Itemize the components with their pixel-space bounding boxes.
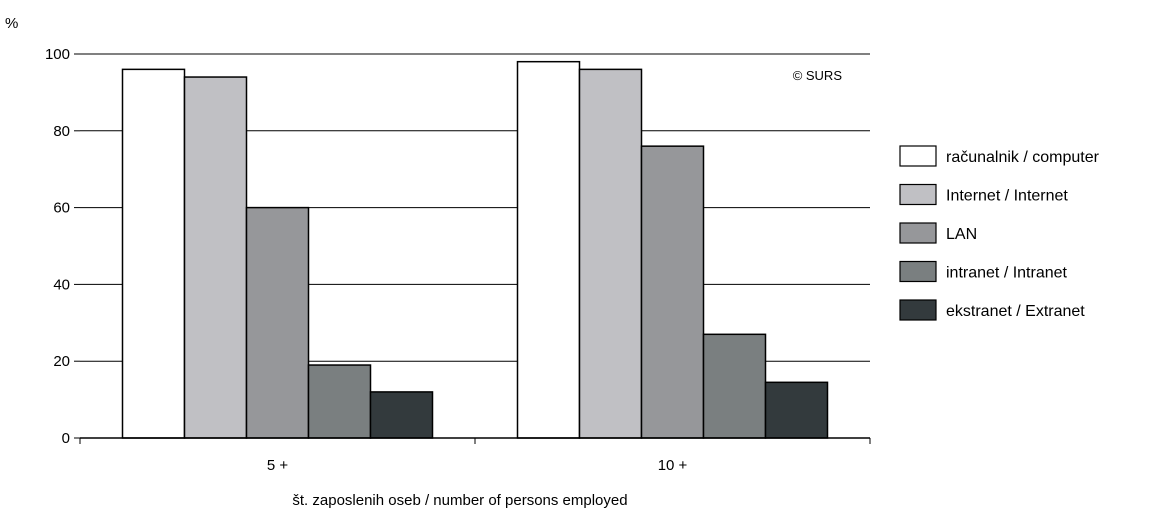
legend-item: intranet / Intranet [899, 260, 1068, 283]
y-axis-label: % [5, 15, 18, 32]
legend-label: Internet / Internet [946, 188, 1068, 205]
y-tick-label: 80 [53, 123, 70, 140]
y-tick-label: 20 [53, 353, 70, 370]
bar-1-0 [183, 76, 248, 439]
legend-swatch [899, 183, 937, 206]
bar-2-0 [245, 206, 310, 439]
x-axis-label: št. zaposlenih oseb / number of persons … [292, 492, 627, 509]
legend-label: ekstranet / Extranet [946, 303, 1085, 320]
x-tick-label: 10 + [658, 457, 688, 474]
y-tick-label: 0 [62, 430, 70, 447]
bar-0-0 [121, 68, 186, 439]
y-tick-labels: 0 20 40 60 80 100 [45, 46, 80, 447]
legend-swatch [899, 222, 937, 244]
bar-1-1 [578, 68, 643, 439]
legend-item: ekstranet / Extranet [899, 299, 1085, 321]
bar-0-1 [516, 60, 581, 439]
x-tick-labels: 5 + 10 + [79, 438, 871, 474]
y-tick-label: 40 [53, 276, 70, 293]
bar-3-1 [702, 333, 767, 439]
legend-item: LAN [899, 222, 977, 244]
bar-4-1 [764, 381, 829, 439]
legend-swatch [899, 145, 937, 167]
y-tick-label: 100 [45, 46, 70, 63]
bar-2-1 [640, 145, 705, 439]
bar-3-0 [307, 364, 372, 439]
legend-item: Internet / Internet [899, 183, 1068, 206]
legend: računalnik / computer Internet / Internet… [899, 145, 1100, 321]
legend-label: LAN [946, 226, 977, 243]
y-tick-label: 60 [53, 200, 70, 217]
legend-label: intranet / Intranet [946, 265, 1068, 282]
x-tick-label: 5 + [267, 457, 289, 474]
bar-4-0 [369, 391, 434, 439]
bars [121, 60, 829, 439]
copyright-label: © SURS [793, 68, 843, 83]
legend-label: računalnik / computer [946, 149, 1100, 166]
legend-swatch [899, 260, 937, 283]
legend-swatch [899, 299, 937, 321]
legend-item: računalnik / computer [899, 145, 1100, 167]
